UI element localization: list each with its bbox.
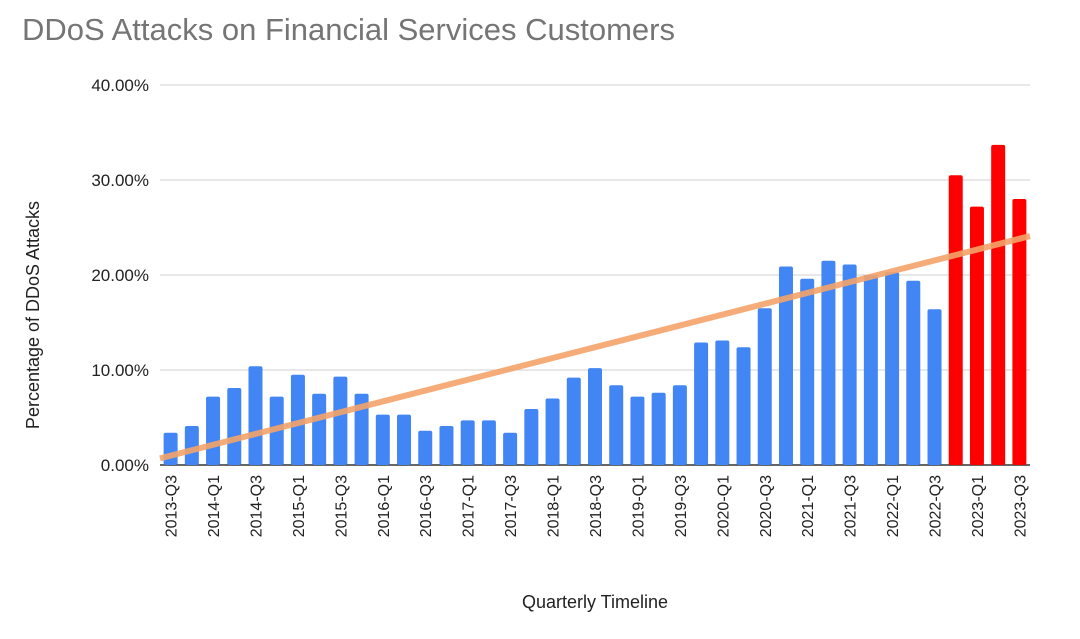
bar-2017-Q3 xyxy=(503,432,518,465)
bar-2020-Q3 xyxy=(757,308,772,465)
x-axis-title: Quarterly Timeline xyxy=(522,592,668,612)
x-tick-label: 2023-Q1 xyxy=(970,475,987,537)
bar-2022-Q2 xyxy=(906,280,921,465)
bar-2021-Q2 xyxy=(821,260,836,465)
bar-2016-Q3 xyxy=(418,430,433,465)
bar-2017-Q1 xyxy=(460,420,475,465)
y-axis-title: Percentage of DDoS Attacks xyxy=(23,201,43,429)
bar-2014-Q1 xyxy=(206,396,221,465)
y-tick-label: 20.00% xyxy=(91,266,149,285)
bar-2022-Q4 xyxy=(948,175,963,465)
bar-2023-Q2 xyxy=(991,144,1006,465)
bar-2021-Q4 xyxy=(863,275,878,465)
bar-2015-Q1 xyxy=(290,374,305,465)
bar-2020-Q4 xyxy=(778,266,793,465)
bar-2018-Q1 xyxy=(545,398,560,465)
y-tick-label: 0.00% xyxy=(101,456,149,475)
bar-2016-Q4 xyxy=(439,426,454,465)
x-tick-label: 2016-Q1 xyxy=(376,475,393,537)
bar-2017-Q2 xyxy=(481,420,496,465)
x-tick-label: 2015-Q3 xyxy=(333,475,350,537)
x-tick-label: 2019-Q1 xyxy=(630,475,647,537)
bar-2019-Q1 xyxy=(630,396,645,465)
x-tick-label: 2019-Q3 xyxy=(673,475,690,537)
bar-2019-Q2 xyxy=(651,392,666,465)
x-tick-label: 2018-Q1 xyxy=(546,475,563,537)
x-tick-label: 2021-Q3 xyxy=(843,475,860,537)
x-tick-label: 2022-Q3 xyxy=(928,475,945,537)
y-tick-label: 10.00% xyxy=(91,361,149,380)
x-tick-label: 2013-Q3 xyxy=(164,475,181,537)
bar-2018-Q2 xyxy=(566,377,581,465)
bar-2020-Q2 xyxy=(736,347,751,465)
trendline xyxy=(159,233,1031,462)
bar-2018-Q4 xyxy=(609,385,624,465)
bar-2023-Q1 xyxy=(969,206,984,465)
x-tick-label: 2022-Q1 xyxy=(885,475,902,537)
y-tick-label: 30.00% xyxy=(91,171,149,190)
bar-2021-Q3 xyxy=(842,264,857,465)
x-tick-label: 2014-Q1 xyxy=(206,475,223,537)
y-tick-label: 40.00% xyxy=(91,76,149,95)
x-tick-label: 2020-Q1 xyxy=(715,475,732,537)
x-tick-label: 2014-Q3 xyxy=(248,475,265,537)
chart-title: DDoS Attacks on Financial Services Custo… xyxy=(22,12,675,47)
bar-2020-Q1 xyxy=(715,340,730,465)
x-tick-label: 2020-Q3 xyxy=(758,475,775,537)
x-tick-label: 2017-Q3 xyxy=(503,475,520,537)
bar-2021-Q1 xyxy=(800,278,815,465)
bar-2019-Q4 xyxy=(694,342,709,465)
bar-2014-Q3 xyxy=(248,366,263,465)
bar-2022-Q1 xyxy=(885,272,900,465)
bar-2016-Q2 xyxy=(397,414,412,465)
bar-2015-Q3 xyxy=(333,376,348,465)
bar-2013-Q4 xyxy=(184,426,199,465)
x-tick-label: 2023-Q3 xyxy=(1012,475,1029,537)
x-tick-label: 2015-Q1 xyxy=(291,475,308,537)
bar-2022-Q3 xyxy=(927,309,942,465)
x-tick-label: 2017-Q1 xyxy=(461,475,478,537)
bar-2013-Q3 xyxy=(163,432,178,465)
bar-2017-Q4 xyxy=(524,408,539,465)
bar-2015-Q2 xyxy=(312,393,327,465)
bar-2014-Q2 xyxy=(227,388,242,465)
x-tick-label: 2016-Q3 xyxy=(418,475,435,537)
bar-2023-Q3 xyxy=(1012,199,1027,465)
bar-2018-Q3 xyxy=(588,368,602,465)
x-tick-label: 2021-Q1 xyxy=(800,475,817,537)
bar-2015-Q4 xyxy=(354,393,369,465)
x-tick-label: 2018-Q3 xyxy=(588,475,605,537)
bar-2016-Q1 xyxy=(375,414,390,465)
bar-2019-Q3 xyxy=(672,385,687,465)
